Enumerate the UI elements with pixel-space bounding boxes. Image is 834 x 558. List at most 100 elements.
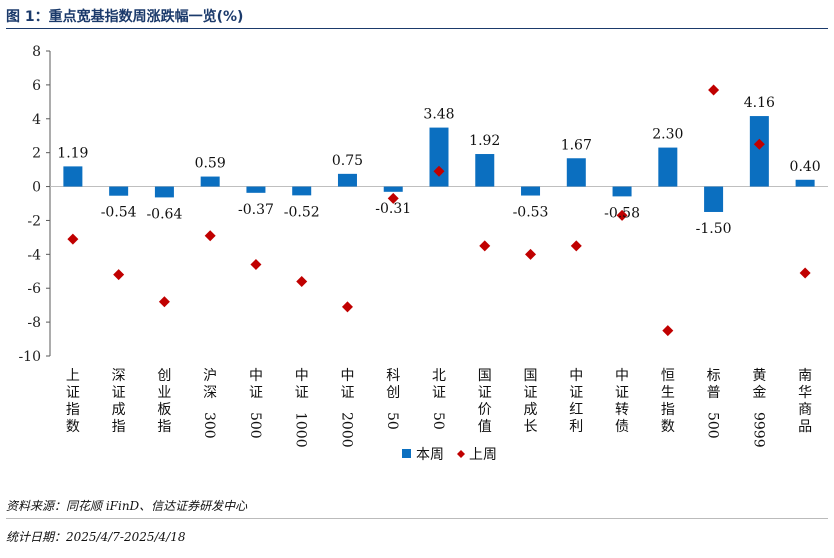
bar-data-label: 0.59 <box>195 156 226 172</box>
category-label-part: 金 <box>752 385 766 401</box>
category-label-part: 商 <box>798 402 812 418</box>
category-label-part: 华 <box>798 385 812 401</box>
category-label-part: 证 <box>524 385 538 401</box>
bar-data-label: 3.48 <box>423 107 454 123</box>
bar-data-label: 2.30 <box>652 127 683 143</box>
legend-swatch-marker <box>457 450 465 458</box>
bar-data-label: -0.52 <box>284 204 320 220</box>
marker-last-week <box>525 248 537 260</box>
marker-last-week <box>616 209 628 221</box>
category-label-part: 指 <box>66 402 80 418</box>
category-label-part: 债 <box>615 419 629 435</box>
bar-this-week <box>704 186 724 212</box>
bar-data-label: -0.37 <box>238 202 274 218</box>
bar-data-label: -0.54 <box>101 205 137 221</box>
y-tick-label: -10 <box>18 349 41 365</box>
bar-this-week <box>200 176 220 187</box>
category-label-part: 中 <box>569 368 583 384</box>
bar-this-week <box>475 154 495 187</box>
marker-last-week <box>570 240 582 252</box>
category-label-part: 值 <box>478 419 492 435</box>
marker-last-week <box>387 192 399 204</box>
bar-data-label: -0.53 <box>513 205 549 221</box>
bar-this-week <box>658 147 678 187</box>
marker-last-week <box>250 259 262 270</box>
category-label-part: 证 <box>432 385 446 401</box>
category-label-part: 指 <box>112 419 126 435</box>
category-label-part: 300 <box>201 412 217 439</box>
category-label-part: 板 <box>157 402 171 418</box>
category-label-part: 红 <box>569 402 583 418</box>
category-label-part: 500 <box>247 412 263 439</box>
marker-last-week <box>708 84 720 96</box>
bar-data-label: 4.16 <box>744 95 775 111</box>
bar-data-label: 1.67 <box>561 137 592 153</box>
category-label-part: 证 <box>112 385 126 401</box>
marker-last-week <box>204 230 216 242</box>
category-label-part: 利 <box>569 419 583 435</box>
bar-this-week <box>429 127 449 187</box>
category-label-part: 生 <box>661 385 675 401</box>
y-tick-label: 0 <box>32 180 41 196</box>
bar-this-week <box>337 173 357 187</box>
category-label-part: 指 <box>157 419 171 435</box>
category-label-part: 深 <box>112 368 126 384</box>
category-label-part: 1000 <box>293 412 309 448</box>
marker-last-week <box>433 165 445 177</box>
category-label-part: 证 <box>478 385 492 401</box>
y-tick-label: -8 <box>27 315 41 331</box>
category-label-part: 价 <box>478 402 492 418</box>
bar-data-label: -0.64 <box>146 206 182 222</box>
category-label-part: 指 <box>661 402 675 418</box>
marker-last-week <box>158 296 170 308</box>
category-label-part: 证 <box>569 385 583 401</box>
category-label-part: 国 <box>524 368 538 384</box>
category-label-part: 证 <box>66 385 80 401</box>
category-label-part: 品 <box>798 419 812 435</box>
marker-last-week <box>296 275 308 287</box>
legend-label-last-week: 上周 <box>469 447 497 463</box>
category-label-part: 黄 <box>752 367 766 384</box>
category-label-part: 标 <box>707 368 721 384</box>
category-label-part: 500 <box>705 412 721 439</box>
category-label-part: 恒 <box>661 368 675 384</box>
category-label-part: 9999 <box>750 412 766 448</box>
bar-this-week <box>612 186 632 197</box>
bar-this-week <box>383 186 403 192</box>
category-label-part: 创 <box>157 368 171 384</box>
bar-data-label: -0.31 <box>375 201 411 217</box>
date-note: 统计日期：2025/4/7-2025/4/18 <box>6 530 186 544</box>
marker-last-week <box>113 269 125 281</box>
y-tick-label: 4 <box>32 112 41 128</box>
category-label-part: 长 <box>524 419 538 435</box>
bar-this-week <box>292 186 312 196</box>
bar-data-label: 1.19 <box>57 145 88 161</box>
category-label-part: 中 <box>249 368 263 384</box>
marker-last-week <box>341 301 353 313</box>
bar-data-label: 0.75 <box>332 153 363 169</box>
bar-this-week <box>521 186 541 196</box>
category-label-part: 普 <box>707 385 721 401</box>
category-label-part: 转 <box>615 402 629 418</box>
bar-this-week <box>566 158 586 187</box>
category-label-part: 数 <box>66 419 80 435</box>
category-label-part: 国 <box>478 368 492 384</box>
footer-divider <box>6 518 828 519</box>
legend-swatch-bar <box>402 449 411 458</box>
marker-last-week <box>753 138 765 150</box>
category-label-part: 证 <box>340 385 354 401</box>
y-tick-label: 6 <box>32 78 41 94</box>
marker-last-week <box>662 325 674 337</box>
category-label-part: 沪 <box>203 368 217 384</box>
bar-this-week <box>154 186 174 198</box>
category-label-part: 中 <box>295 368 309 384</box>
y-tick-label: 2 <box>32 146 41 162</box>
category-label-part: 中 <box>615 368 629 384</box>
bar-this-week <box>246 186 266 193</box>
category-label-part: 南 <box>798 368 812 384</box>
category-label-part: 业 <box>157 385 171 401</box>
y-tick-label: -6 <box>27 281 41 297</box>
y-tick-label: 8 <box>32 44 41 60</box>
bar-data-label: 0.40 <box>790 159 821 175</box>
